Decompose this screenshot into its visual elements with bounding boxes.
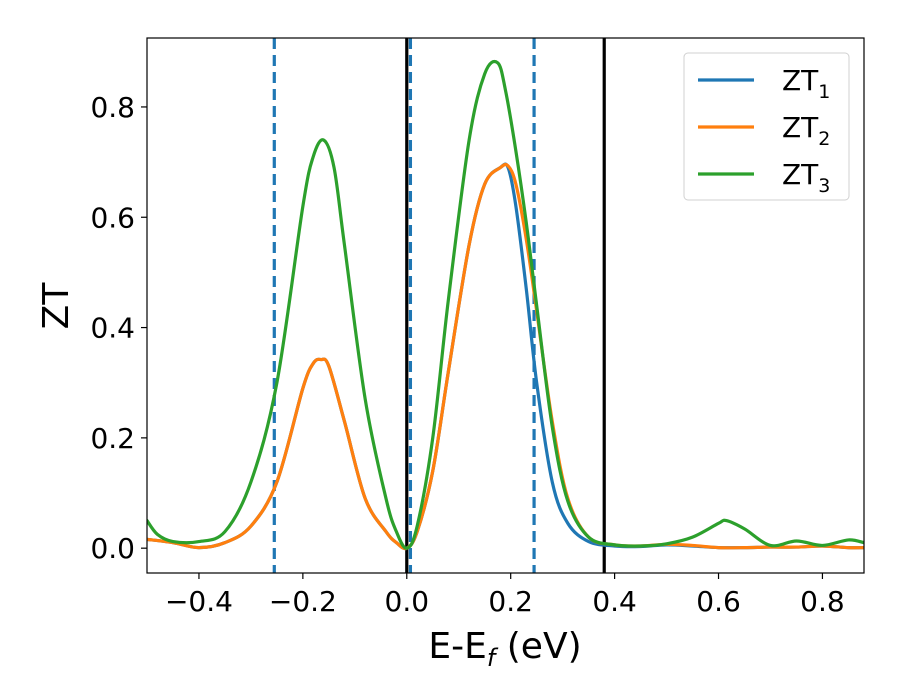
series-line-zt2 — [147, 162, 864, 551]
x-tick-label: 0.0 — [385, 585, 430, 618]
x-tick-label: −0.4 — [165, 585, 233, 618]
y-tick-label: 0.6 — [90, 201, 135, 234]
x-tick-label: 0.8 — [800, 585, 845, 618]
y-axis: 0.0 0.2 0.4 0.6 0.8 — [90, 91, 147, 565]
series-line-zt1 — [147, 162, 864, 551]
x-tick-label: 0.6 — [696, 585, 741, 618]
x-tick-label: 0.4 — [592, 585, 637, 618]
reference-lines — [272, 38, 606, 573]
x-axis-label: E-Ef (eV) — [428, 626, 581, 672]
legend-label: ZT2 — [782, 111, 830, 150]
x-axis-label-unit: (eV) — [495, 626, 581, 667]
y-tick-label: 0.0 — [90, 532, 135, 565]
y-tick-label: 0.8 — [90, 91, 135, 124]
legend-label: ZT1 — [782, 64, 830, 103]
plot-frame — [146, 37, 865, 574]
legend-box — [683, 52, 850, 201]
legend-label: ZT3 — [782, 158, 830, 197]
x-tick-label: 0.2 — [488, 585, 533, 618]
series-lines — [147, 59, 864, 551]
y-axis-label: ZT — [36, 282, 77, 330]
y-tick-label: 0.2 — [90, 422, 135, 455]
x-axis: −0.4 −0.2 0.0 0.2 0.4 0.6 0.8 — [165, 573, 845, 618]
series-line-zt3 — [147, 59, 864, 550]
legend: ZT1 ZT2 ZT3 — [683, 52, 850, 201]
x-tick-label: −0.2 — [269, 585, 337, 618]
y-tick-label: 0.4 — [90, 312, 135, 345]
